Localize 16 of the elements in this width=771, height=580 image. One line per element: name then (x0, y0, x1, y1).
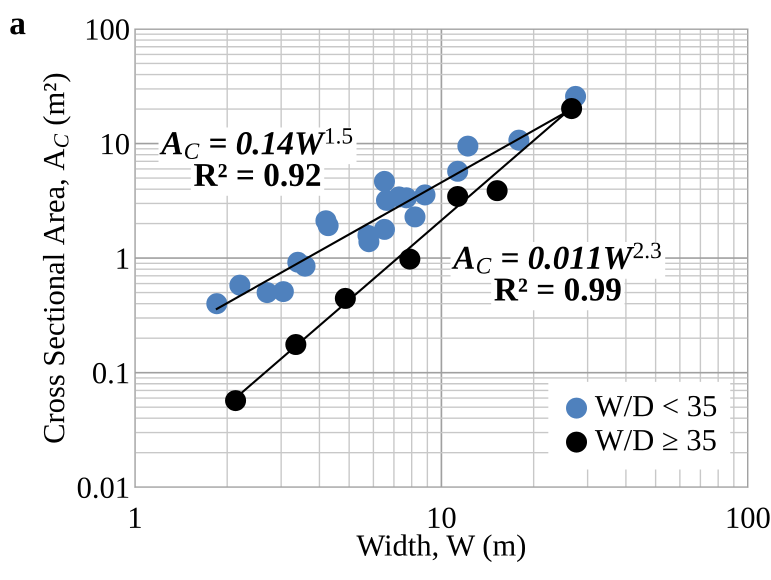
annotation: R² = 0.92 (194, 164, 320, 186)
y-tick-label: 0.01 (78, 477, 128, 498)
text: a (10, 18, 26, 34)
y-tick-label: 10 (102, 134, 129, 154)
annotation: A$_{C}$ = 0.011W$^{2.3}$ (451, 242, 661, 274)
x-tick-label: 10 (428, 508, 456, 528)
x-tick-label: 100 (728, 508, 770, 528)
x-axis-title: Width, W (m) (356, 534, 526, 562)
y-axis-title: Cross Sectional Area, A$_{C}$ (m²) (42, 74, 71, 443)
legend-label: W/D ≥ 35 (594, 430, 716, 451)
annotation: R² = 0.99 (494, 278, 621, 301)
y-tick-label: 100 (86, 19, 129, 40)
y-tick-label: 0.1 (93, 362, 128, 384)
legend-label: W/D < 35 (594, 396, 716, 417)
annotation: A$_{C}$ = 0.14W$^{1.5}$ (159, 128, 352, 159)
y-tick-label: 1 (117, 248, 128, 269)
